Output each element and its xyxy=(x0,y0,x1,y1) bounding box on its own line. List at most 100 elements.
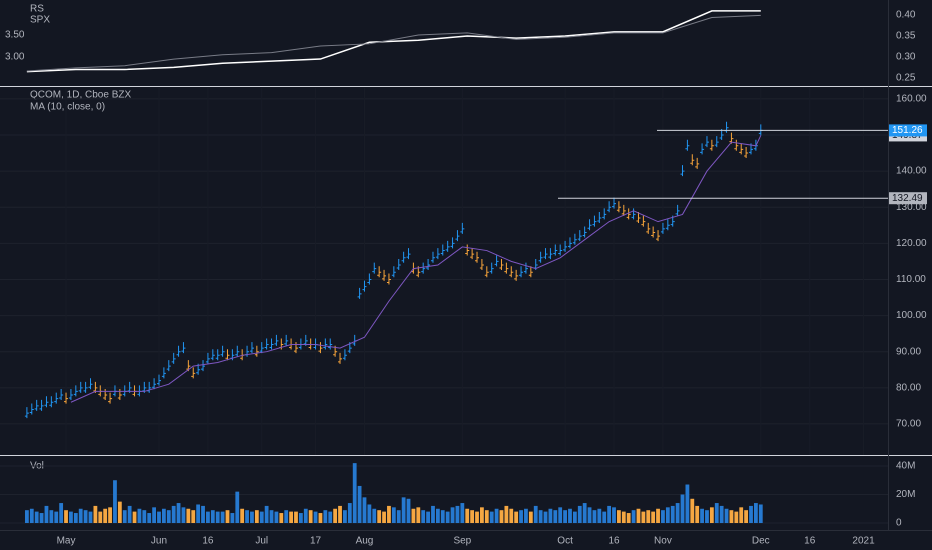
x-tick-label: Dec xyxy=(752,536,770,547)
price-bar xyxy=(656,230,661,242)
volume-bar xyxy=(719,505,724,524)
price-bar xyxy=(509,266,514,278)
volume-bar xyxy=(450,507,455,524)
volume-bar xyxy=(617,510,621,524)
price-bar xyxy=(685,139,690,151)
y-tick-label: 20M xyxy=(896,489,915,500)
volume-bar xyxy=(196,504,201,524)
volume-bar xyxy=(59,503,64,524)
x-tick-label: 2021 xyxy=(852,536,875,547)
price-bar xyxy=(386,273,391,285)
volume-bar xyxy=(729,510,734,524)
price-bar xyxy=(64,392,69,404)
volume-bar xyxy=(646,510,651,524)
volume-bar xyxy=(509,508,514,524)
price-bar xyxy=(563,240,568,252)
y-tick-label: 120.00 xyxy=(896,238,927,249)
price-bar xyxy=(225,349,230,361)
price-bar xyxy=(440,244,445,256)
level-label: 132.49 xyxy=(892,193,923,204)
volume-bar xyxy=(636,508,641,524)
price-bar xyxy=(166,360,171,372)
volume-bar xyxy=(700,508,704,524)
y2-tick-label: 0.40 xyxy=(896,10,916,21)
volume-bar xyxy=(49,510,54,524)
volume-bar xyxy=(421,510,426,524)
volume-bar xyxy=(259,511,264,524)
y2-tick-label: 0.25 xyxy=(896,73,916,84)
price-bar xyxy=(621,204,626,216)
volume-bar xyxy=(338,505,342,524)
volume-bar xyxy=(524,508,528,524)
price-bar xyxy=(680,165,685,177)
volume-bar xyxy=(367,504,372,524)
price-bar xyxy=(548,248,553,260)
price-bar xyxy=(210,349,215,361)
price-bar xyxy=(558,244,563,256)
volume-bar xyxy=(656,508,660,524)
volume-bar xyxy=(480,507,484,524)
volume-bar xyxy=(240,508,245,524)
volume-bar xyxy=(313,511,318,524)
price-bar xyxy=(519,266,524,278)
price-bar xyxy=(176,345,181,357)
rs-legend: RS xyxy=(30,4,44,15)
volume-bar xyxy=(626,513,631,524)
volume-bar xyxy=(64,510,68,524)
y-tick-label: 3.00 xyxy=(5,52,25,63)
volume-bar xyxy=(347,503,352,524)
price-bar xyxy=(597,212,602,224)
volume-bar xyxy=(587,507,592,524)
volume-bar xyxy=(675,503,680,524)
volume-bar xyxy=(157,511,161,524)
volume-bar xyxy=(582,503,587,524)
price-bar xyxy=(572,233,577,245)
volume-bar xyxy=(73,513,78,524)
volume-bar xyxy=(406,498,411,524)
price-bar xyxy=(328,338,333,350)
y-tick-label: 160.00 xyxy=(896,93,927,104)
price-bar xyxy=(220,345,225,357)
volume-bar xyxy=(641,511,646,524)
volume-bar xyxy=(352,463,357,524)
volume-bar xyxy=(631,510,636,524)
volume-bar xyxy=(117,501,122,524)
volume-bar xyxy=(445,511,450,524)
volume-bar xyxy=(318,513,323,524)
x-tick-label: 17 xyxy=(310,536,322,547)
volume-bar xyxy=(714,503,719,524)
volume-bar xyxy=(548,508,553,524)
volume-bar xyxy=(254,510,259,524)
volume-bar xyxy=(264,505,269,524)
volume-bar xyxy=(670,505,675,524)
price-bar xyxy=(494,255,499,267)
volume-bar xyxy=(225,510,230,524)
volume-bar xyxy=(489,511,494,524)
volume-bar xyxy=(147,513,152,524)
price-bar xyxy=(323,338,328,350)
volume-bar xyxy=(24,510,29,524)
price-bar xyxy=(426,258,431,270)
x-tick-label: 16 xyxy=(608,536,620,547)
price-bar xyxy=(191,367,196,379)
price-bar xyxy=(44,396,49,408)
volume-bar xyxy=(519,510,523,524)
price-bar xyxy=(646,222,651,234)
volume-bar xyxy=(558,507,563,524)
price-bar xyxy=(161,367,166,379)
ma-legend: MA (10, close, 0) xyxy=(30,102,105,113)
volume-bar xyxy=(621,511,626,524)
price-bar xyxy=(470,248,475,260)
price-bar xyxy=(205,352,210,364)
volume-bar xyxy=(572,511,577,524)
price-bar xyxy=(479,258,484,270)
x-tick-label: May xyxy=(57,536,76,547)
price-bar xyxy=(284,334,289,346)
price-bar xyxy=(264,338,269,350)
price-bar xyxy=(567,237,572,249)
last-price-box xyxy=(889,124,927,137)
volume-bar xyxy=(744,510,749,524)
volume-bar xyxy=(181,507,186,524)
price-bar xyxy=(592,215,597,227)
